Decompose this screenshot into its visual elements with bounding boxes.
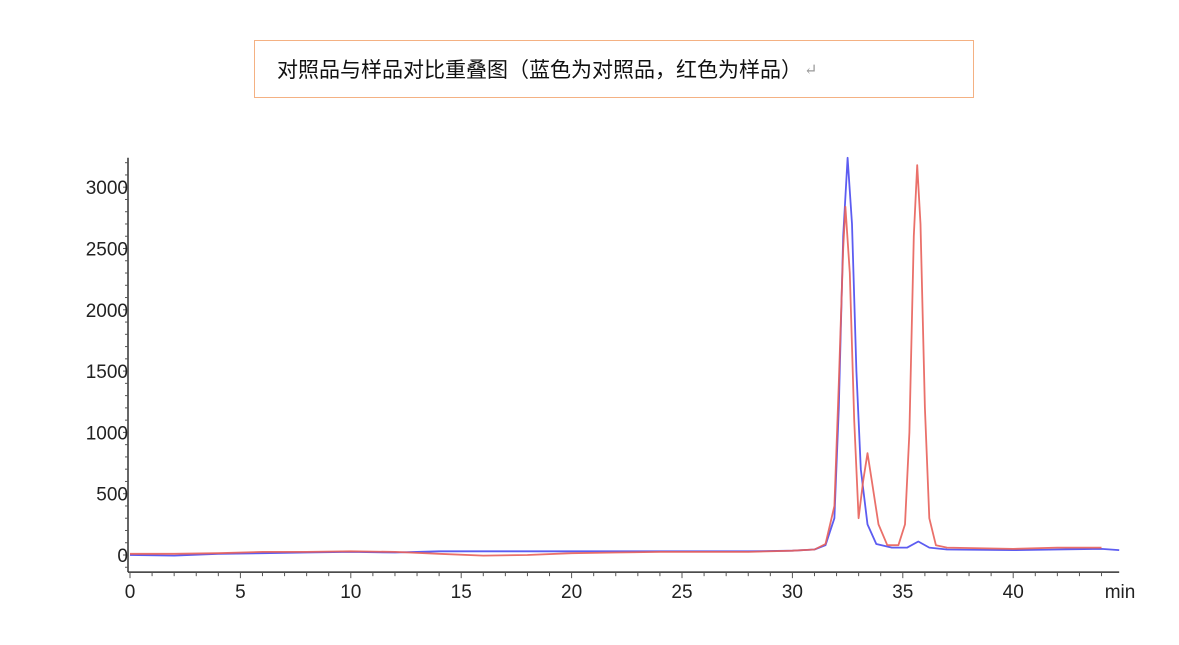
y-tick-label: 0 xyxy=(117,546,128,567)
x-tick-label: 0 xyxy=(125,582,136,603)
y-tick-label: 500 xyxy=(96,485,128,506)
x-tick-label: 25 xyxy=(671,582,692,603)
y-tick-label: 2000 xyxy=(86,301,128,322)
y-tick-label: 3000 xyxy=(86,178,128,199)
chart-title-box: 对照品与样品对比重叠图（蓝色为对照品，红色为样品） ↵ xyxy=(254,40,974,98)
x-tick-label: 5 xyxy=(235,582,246,603)
x-axis-label: min xyxy=(1105,582,1136,603)
x-tick-label: 15 xyxy=(451,582,472,603)
series-line-reference-blue xyxy=(129,156,1120,557)
x-tick-label: 30 xyxy=(782,582,803,603)
y-tick-label: 1500 xyxy=(86,362,128,383)
y-tick-label: 1000 xyxy=(86,423,128,444)
x-tick-label: 40 xyxy=(1003,582,1024,603)
x-tick-label: 20 xyxy=(561,582,582,603)
chart-title: 对照品与样品对比重叠图（蓝色为对照品，红色为样品） xyxy=(277,58,802,82)
x-tick-label: 10 xyxy=(340,582,361,603)
y-tick-label: 2500 xyxy=(86,240,128,261)
return-mark: ↵ xyxy=(804,59,818,79)
x-tick-label: 35 xyxy=(892,582,913,603)
series-line-sample-red xyxy=(130,164,1102,557)
